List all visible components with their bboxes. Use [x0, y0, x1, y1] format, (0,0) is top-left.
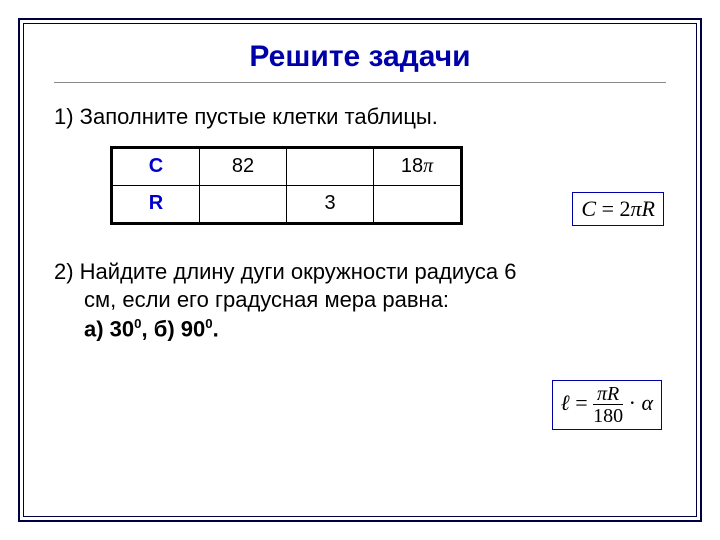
data-table-wrap: C 82 18π R 3 [110, 146, 463, 225]
row-header-r: R [113, 185, 200, 222]
data-table: C 82 18π R 3 [112, 148, 461, 223]
table-row: R 3 [113, 185, 461, 222]
cell-r-1 [200, 185, 287, 222]
table-row: C 82 18π [113, 148, 461, 185]
row-header-c: C [113, 148, 200, 185]
task-2-line2: см, если его градусная мера равна: [54, 286, 666, 315]
fraction: πR180 [593, 384, 623, 426]
cell-c-1: 82 [200, 148, 287, 185]
option-a: а) 30 [84, 316, 134, 341]
var-r: R [607, 383, 619, 405]
pi-symbol: π [597, 383, 607, 405]
cell-r-3 [374, 185, 461, 222]
var-alpha: α [641, 390, 653, 415]
denominator: 180 [593, 405, 623, 426]
degree-symbol: 0 [205, 316, 212, 331]
cell-c-3: 18π [374, 148, 461, 185]
cell-c-2 [287, 148, 374, 185]
equals: = [570, 390, 593, 415]
formula-lhs: ℓ [561, 390, 570, 415]
page-title: Решите задачи [54, 40, 666, 74]
cell-c-3-num: 18 [401, 155, 423, 177]
formula-lhs: C [581, 196, 596, 221]
task-2-line1: 2) Найдите длину дуги окружности радиуса… [54, 258, 666, 287]
numerator: πR [593, 384, 623, 405]
formula-circumference: C = 2πR [572, 192, 664, 226]
dot: · [623, 390, 641, 415]
task-2-line3: а) 300, б) 900. [54, 315, 666, 344]
option-b: , б) 90 [142, 316, 206, 341]
formula-r: R [642, 196, 655, 221]
equals: = [596, 196, 619, 221]
degree-symbol: 0 [134, 316, 141, 331]
period: . [213, 316, 219, 341]
task-1-text: 1) Заполните пустые клетки таблицы. [54, 103, 666, 132]
formula-arclength: ℓ = πR180 · α [552, 380, 662, 430]
pi-symbol: π [631, 196, 642, 221]
separator [54, 82, 666, 83]
cell-r-2: 3 [287, 185, 374, 222]
pi-symbol: π [423, 155, 433, 177]
coef-2: 2 [620, 196, 631, 221]
